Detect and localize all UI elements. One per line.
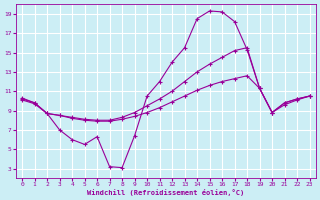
X-axis label: Windchill (Refroidissement éolien,°C): Windchill (Refroidissement éolien,°C) xyxy=(87,189,244,196)
